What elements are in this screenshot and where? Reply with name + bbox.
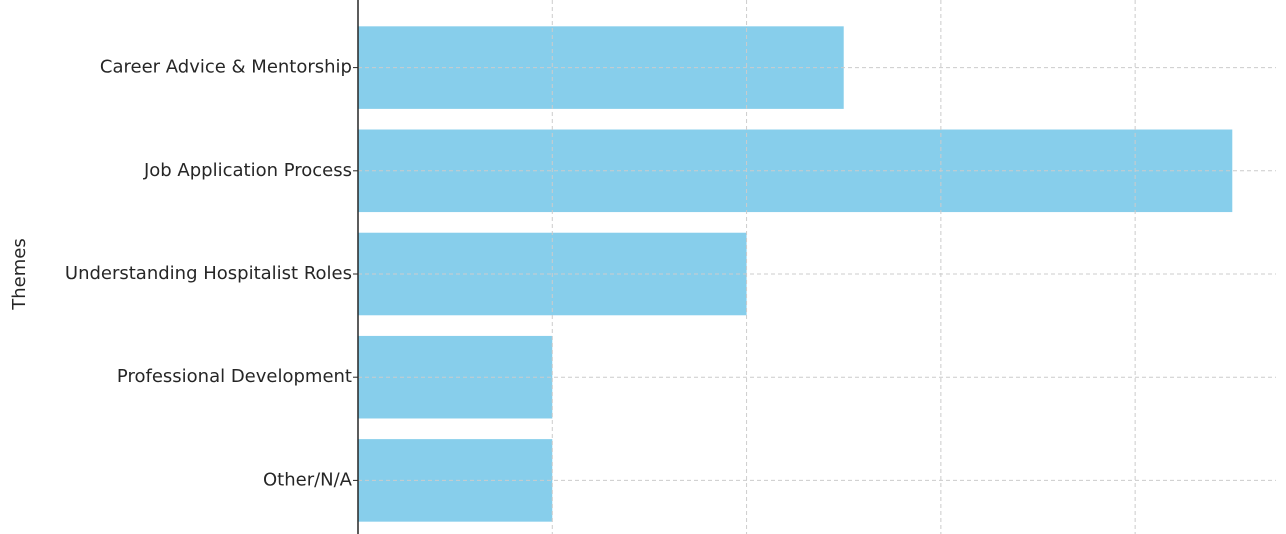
y-axis-label: Themes: [9, 238, 30, 310]
y-tick-label: Understanding Hospitalist Roles: [65, 263, 352, 284]
y-tick-label: Professional Development: [117, 366, 352, 387]
y-tick-label: Career Advice & Mentorship: [100, 57, 352, 78]
y-tick-label: Job Application Process: [143, 160, 352, 181]
y-tick-label: Other/N/A: [263, 469, 353, 490]
